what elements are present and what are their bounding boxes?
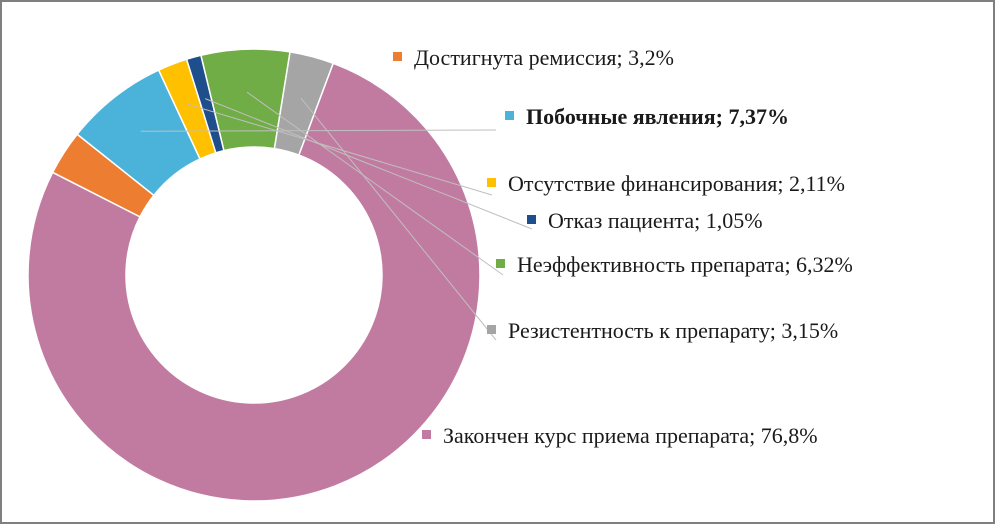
leader-line-6 xyxy=(300,97,497,341)
data-label-7: Закончен курс приема препарата; 76,8% xyxy=(443,423,818,448)
label-key-4 xyxy=(527,215,536,224)
label-key-1 xyxy=(393,52,402,61)
data-label-6: Резистентность к препарату; 3,15% xyxy=(508,318,838,343)
data-label-2: Побочные явления; 7,37% xyxy=(526,104,789,129)
data-label-1: Достигнута ремиссия; 3,2% xyxy=(414,45,674,70)
donut-slice-7 xyxy=(27,62,481,502)
data-labels: Достигнута ремиссия; 3,2% Побочные явлени… xyxy=(393,45,853,448)
label-key-5 xyxy=(496,259,505,268)
label-key-6 xyxy=(487,325,496,334)
donut-slices xyxy=(27,48,481,502)
data-label-4: Отказ пациента; 1,05% xyxy=(548,208,763,233)
data-label-3: Отсутствие финансирования; 2,11% xyxy=(508,171,845,196)
leader-line-5 xyxy=(246,91,504,276)
leader-lines xyxy=(140,91,533,341)
leader-line-3 xyxy=(187,103,493,196)
label-key-7 xyxy=(422,430,431,439)
label-key-3 xyxy=(487,178,496,187)
leader-line-2 xyxy=(140,129,497,132)
leader-line-4 xyxy=(205,98,533,230)
label-key-2 xyxy=(505,111,514,120)
data-label-5: Неэффективность препарата; 6,32% xyxy=(517,252,853,277)
